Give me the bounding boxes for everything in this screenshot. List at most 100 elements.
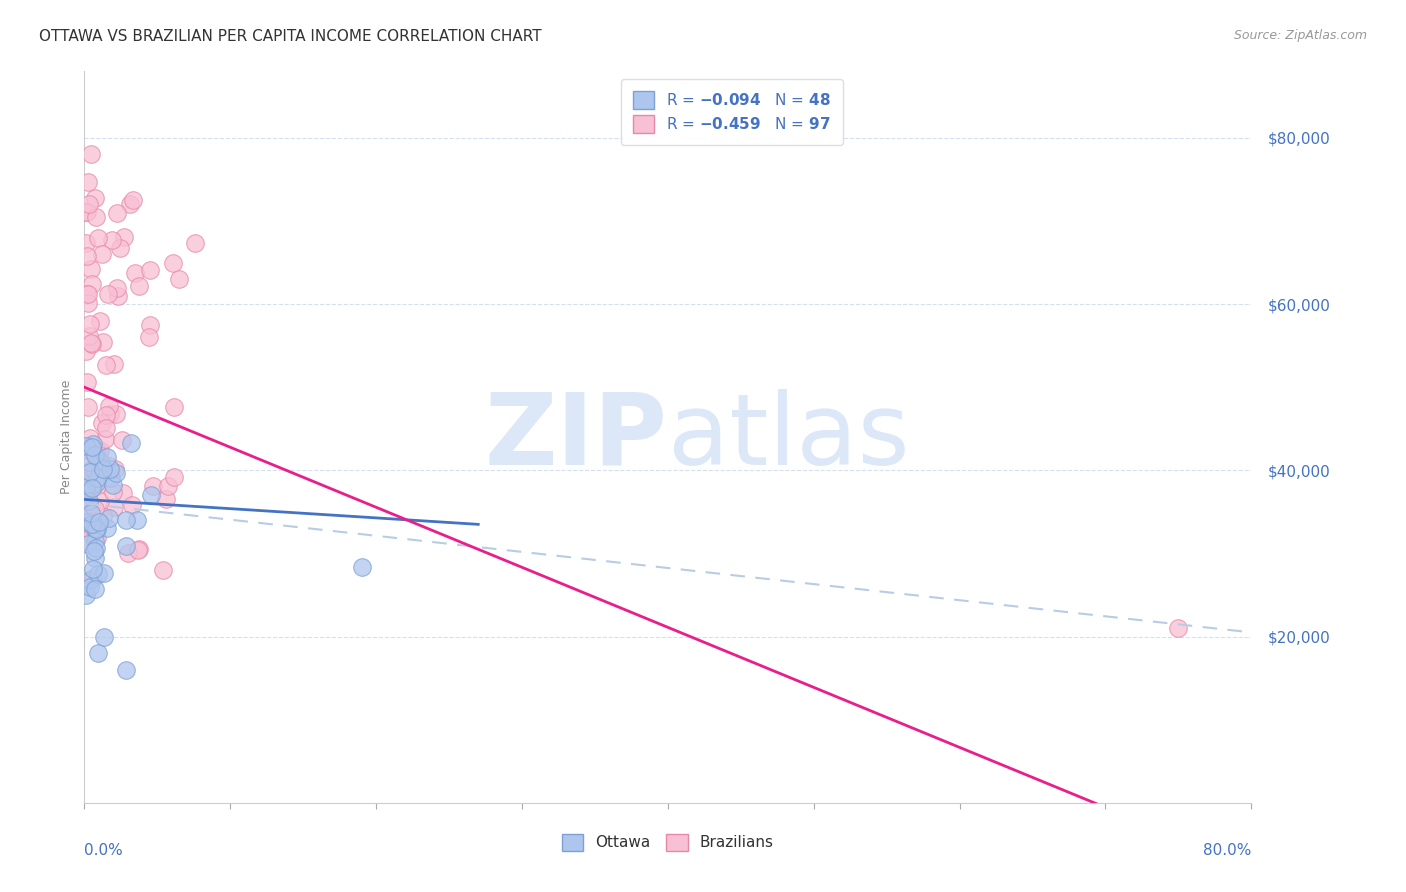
Point <box>87 646 110 660</box>
Point <box>100 462 122 476</box>
Text: Source: ZipAtlas.com: Source: ZipAtlas.com <box>1233 29 1367 42</box>
Point <box>139 318 162 332</box>
Point <box>76 249 98 263</box>
Point <box>117 546 139 560</box>
Point <box>105 281 128 295</box>
Point <box>103 485 125 500</box>
Point <box>97 399 120 413</box>
Point <box>82 462 104 476</box>
Point <box>89 442 111 457</box>
Point <box>138 330 160 344</box>
Point <box>86 531 108 545</box>
Point <box>128 541 150 556</box>
Point <box>125 513 148 527</box>
Point <box>100 471 122 485</box>
Point <box>83 550 105 565</box>
Point <box>79 574 101 588</box>
Point <box>80 441 103 455</box>
Point <box>112 230 135 244</box>
Point <box>94 433 117 447</box>
Point <box>75 500 97 515</box>
Point <box>101 233 124 247</box>
Point <box>84 442 107 456</box>
Point <box>104 461 127 475</box>
Point <box>80 337 103 351</box>
Point <box>79 196 101 211</box>
Text: OTTAWA VS BRAZILIAN PER CAPITA INCOME CORRELATION CHART: OTTAWA VS BRAZILIAN PER CAPITA INCOME CO… <box>39 29 541 44</box>
Point <box>79 483 101 497</box>
Point <box>77 296 100 310</box>
Point <box>79 431 101 445</box>
Point <box>124 266 146 280</box>
Point <box>77 329 100 343</box>
Text: atlas: atlas <box>668 389 910 485</box>
Point <box>127 542 149 557</box>
Point <box>75 509 97 524</box>
Point <box>105 466 128 480</box>
Point <box>155 492 177 507</box>
Point <box>76 286 98 301</box>
Point <box>115 663 138 677</box>
Point <box>152 563 174 577</box>
Point <box>89 515 111 529</box>
Point <box>111 433 134 447</box>
Point <box>82 562 104 576</box>
Point <box>76 515 98 529</box>
Point <box>80 526 103 541</box>
Point <box>104 407 127 421</box>
Point <box>80 277 103 291</box>
Point <box>122 193 145 207</box>
Point <box>142 479 165 493</box>
Point <box>75 443 97 458</box>
Point <box>89 314 111 328</box>
Point <box>121 498 143 512</box>
Point <box>167 272 190 286</box>
Point <box>89 493 111 508</box>
Point <box>86 475 108 490</box>
Point <box>84 448 107 462</box>
Point <box>89 454 111 468</box>
Point <box>83 521 105 535</box>
Point <box>93 566 115 581</box>
Point <box>183 236 205 251</box>
Point <box>75 482 97 496</box>
Point <box>1167 621 1189 635</box>
Point <box>89 470 111 484</box>
Point <box>86 479 108 493</box>
Point <box>80 262 103 277</box>
Point <box>86 523 108 537</box>
Point <box>82 440 104 454</box>
Point <box>107 289 129 303</box>
Point <box>75 533 97 548</box>
Point <box>80 497 103 511</box>
Point <box>97 511 120 525</box>
Point <box>84 210 107 224</box>
Point <box>96 521 118 535</box>
Point <box>118 197 141 211</box>
Point <box>75 343 97 358</box>
Point <box>77 175 100 189</box>
Point <box>77 495 100 509</box>
Point <box>82 517 104 532</box>
Point <box>84 541 107 555</box>
Point <box>91 247 114 261</box>
Point <box>75 521 97 535</box>
Point <box>84 451 107 466</box>
Point <box>103 500 125 514</box>
Point <box>75 489 97 503</box>
Point <box>79 580 101 594</box>
Point <box>94 358 117 372</box>
Point <box>75 480 97 494</box>
Point <box>97 287 120 301</box>
Y-axis label: Per Capita Income: Per Capita Income <box>60 380 73 494</box>
Point <box>83 462 105 476</box>
Point <box>350 559 373 574</box>
Point <box>103 357 125 371</box>
Point <box>79 317 101 331</box>
Point <box>90 416 112 430</box>
Point <box>96 450 118 464</box>
Point <box>96 408 118 422</box>
Point <box>80 335 103 350</box>
Point <box>100 407 122 421</box>
Point <box>77 455 100 469</box>
